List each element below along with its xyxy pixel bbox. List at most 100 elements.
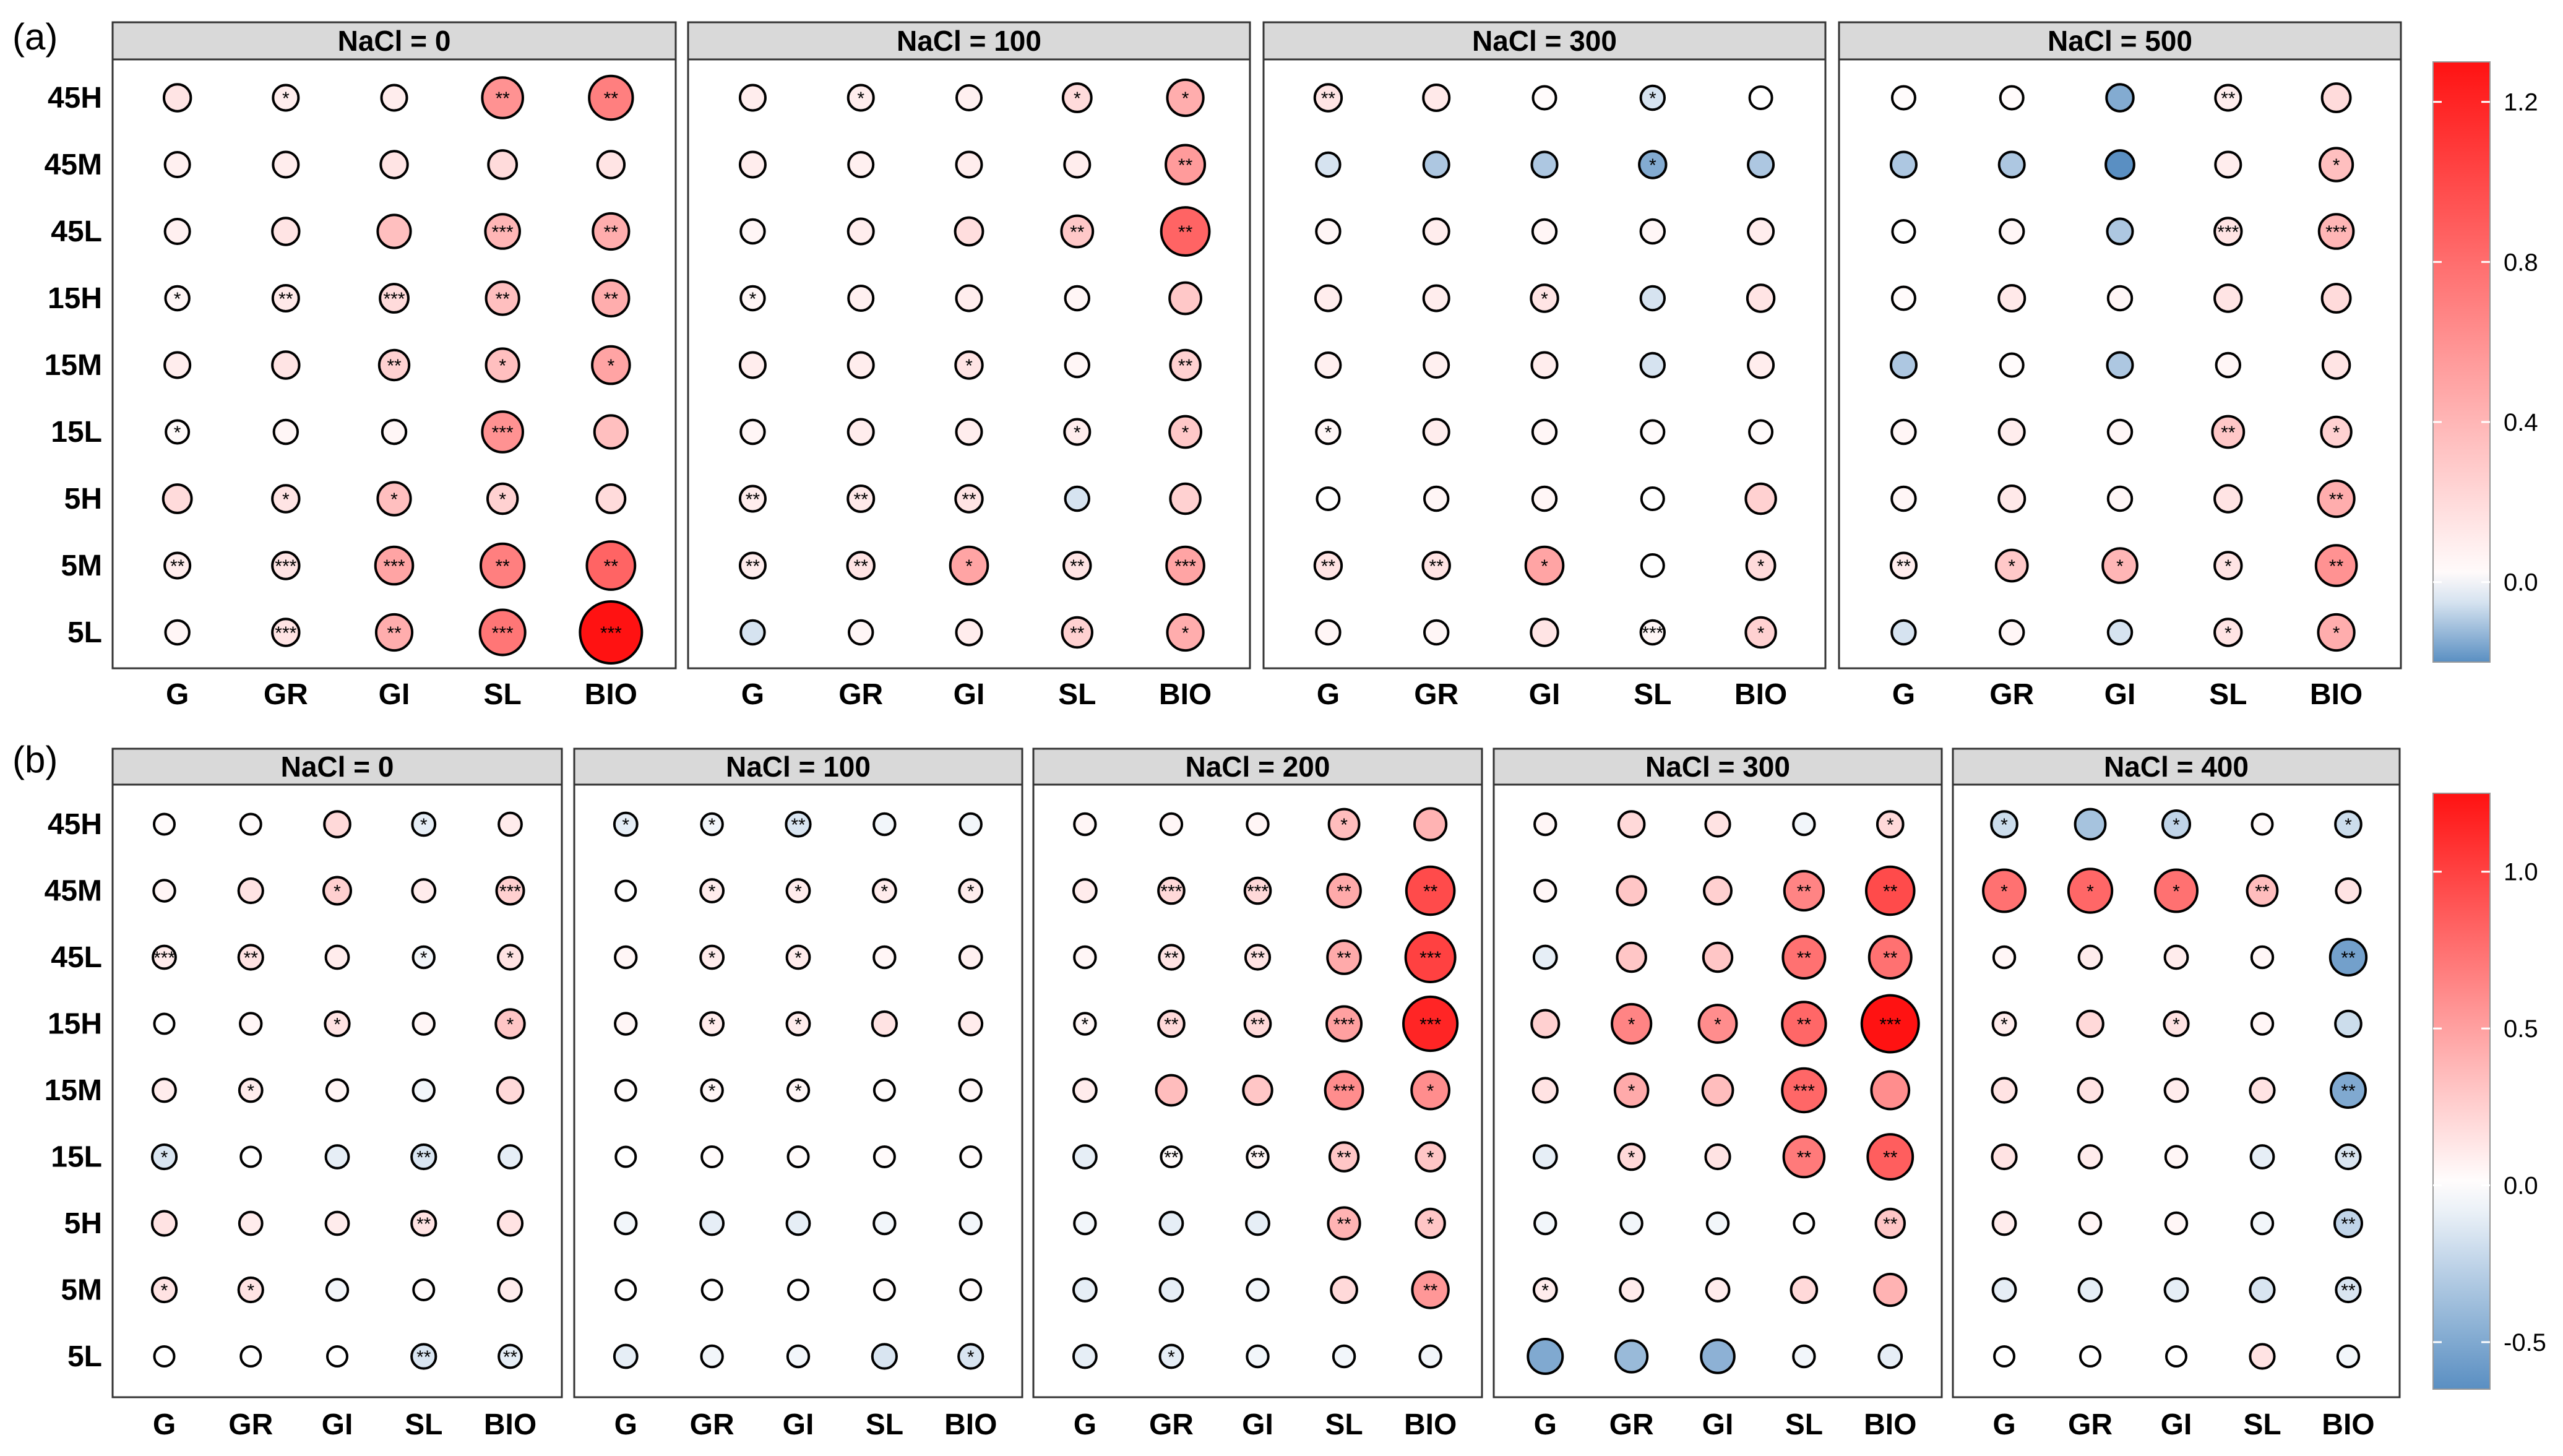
significance-mark: *** <box>492 423 514 443</box>
correlation-circle <box>1061 82 1093 113</box>
correlation-circle <box>699 1011 725 1036</box>
correlation-circle <box>2336 1344 2361 1369</box>
correlation-circle <box>872 1278 896 1301</box>
correlation-circle <box>325 1278 350 1302</box>
correlation-circle <box>1781 935 1827 980</box>
correlation-circle <box>1061 616 1093 649</box>
correlation-circle <box>1530 618 1559 647</box>
significance-mark: *** <box>153 948 175 968</box>
correlation-circle <box>1063 418 1092 446</box>
colorbar-tick-label: 0.8 <box>2504 249 2538 276</box>
significance-mark: * <box>2008 556 2015 577</box>
correlation-circle <box>478 608 527 657</box>
row-label: 5H <box>64 483 102 515</box>
correlation-circle <box>485 347 520 383</box>
panel-a: (a) 45H 45M 45L 15H 15M 15L 5H 5M 5L NaCl = 0 G GR GI… <box>12 16 2538 711</box>
correlation-circle <box>1246 1145 1270 1169</box>
correlation-circle <box>1415 1207 1446 1239</box>
row-label: 5H <box>64 1207 102 1240</box>
column-label: SL <box>484 678 522 711</box>
significance-mark: ** <box>746 556 760 577</box>
correlation-circle <box>1640 553 1665 578</box>
correlation-circle <box>1532 1144 1558 1170</box>
correlation-circle <box>1168 415 1202 449</box>
significance-mark: * <box>1325 423 1332 443</box>
correlation-circle <box>1745 550 1777 581</box>
column-label: BIO <box>484 1408 536 1441</box>
correlation-circle <box>614 1079 637 1102</box>
correlation-circle <box>1748 85 1773 110</box>
significance-mark: ** <box>2221 88 2236 109</box>
correlation-circle <box>1877 1343 1903 1369</box>
correlation-circle <box>1781 1067 1827 1114</box>
row-label: 15L <box>51 1141 102 1174</box>
correlation-circle <box>1531 418 1558 446</box>
correlation-circle <box>2249 1343 2276 1370</box>
significance-mark: ** <box>791 815 806 835</box>
significance-mark: ** <box>2221 423 2236 443</box>
significance-mark: * <box>1427 1081 1434 1101</box>
correlation-circle <box>164 619 191 646</box>
correlation-circle <box>1421 551 1451 580</box>
correlation-circle <box>846 485 876 513</box>
significance-mark: * <box>1887 815 1894 835</box>
column-label: GI <box>2161 1408 2192 1441</box>
significance-mark: ** <box>1883 948 1898 968</box>
correlation-circle <box>614 1145 637 1168</box>
correlation-circle <box>591 345 631 386</box>
significance-mark: ** <box>1797 1015 1812 1035</box>
facet-title: NaCl = 100 <box>726 751 871 783</box>
correlation-circle <box>1423 485 1450 512</box>
correlation-circle <box>1531 85 1557 111</box>
significance-mark: ** <box>1321 556 1336 577</box>
correlation-circle <box>495 876 525 906</box>
correlation-circle <box>739 218 766 245</box>
colorbar-tick-label: 1.2 <box>2504 89 2538 116</box>
correlation-circle <box>2317 213 2355 250</box>
correlation-circle <box>1165 545 1205 586</box>
correlation-circle <box>592 278 631 318</box>
row-label: 45M <box>45 875 102 908</box>
correlation-circle <box>1866 1133 1915 1181</box>
significance-mark: * <box>2116 556 2124 577</box>
significance-mark: ** <box>1429 556 1444 577</box>
correlation-circle <box>957 1343 984 1370</box>
correlation-circle <box>2077 1277 2103 1303</box>
correlation-circle <box>1991 1077 2018 1104</box>
significance-mark: *** <box>1642 623 1663 644</box>
significance-mark: ** <box>2255 882 2270 902</box>
significance-mark: * <box>2173 815 2180 835</box>
significance-mark: ** <box>604 222 619 243</box>
correlation-circle <box>2101 547 2139 584</box>
correlation-circle <box>2328 937 2368 977</box>
correlation-circle <box>2334 810 2363 838</box>
correlation-circle <box>847 285 875 312</box>
significance-mark: ** <box>416 1148 431 1168</box>
correlation-circle <box>1611 1002 1653 1045</box>
correlation-circle <box>1991 1011 2017 1036</box>
correlation-circle <box>1245 1210 1270 1236</box>
column-label: GR <box>1149 1408 1194 1441</box>
column-label: GI <box>783 1408 814 1441</box>
correlation-circle <box>1158 1210 1184 1236</box>
significance-mark: * <box>2225 623 2232 644</box>
facet-strip <box>1262 21 1827 61</box>
correlation-circle <box>958 1078 983 1103</box>
significance-mark: ** <box>1251 948 1265 968</box>
correlation-circle <box>1165 144 1207 186</box>
correlation-circle <box>237 944 264 971</box>
correlation-circle <box>1073 945 1097 970</box>
correlation-circle <box>239 1145 262 1168</box>
correlation-circle <box>1999 218 2025 245</box>
correlation-circle <box>699 944 725 970</box>
significance-mark: *** <box>2217 222 2239 243</box>
row-label: 45M <box>45 149 102 181</box>
column-label: SL <box>866 1408 903 1441</box>
correlation-circle <box>2214 150 2242 179</box>
correlation-circle <box>738 150 767 179</box>
significance-mark: ** <box>1251 1148 1265 1168</box>
row-label: 15H <box>48 1008 102 1041</box>
significance-mark: ** <box>1070 222 1085 243</box>
